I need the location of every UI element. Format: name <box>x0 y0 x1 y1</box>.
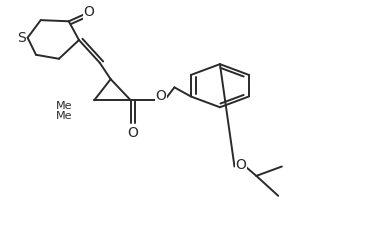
Text: Me: Me <box>56 101 72 111</box>
Text: S: S <box>17 31 25 45</box>
Text: O: O <box>127 126 138 140</box>
Text: O: O <box>156 89 166 103</box>
Text: O: O <box>236 158 247 172</box>
Text: O: O <box>84 5 95 19</box>
Text: Me: Me <box>56 111 72 121</box>
